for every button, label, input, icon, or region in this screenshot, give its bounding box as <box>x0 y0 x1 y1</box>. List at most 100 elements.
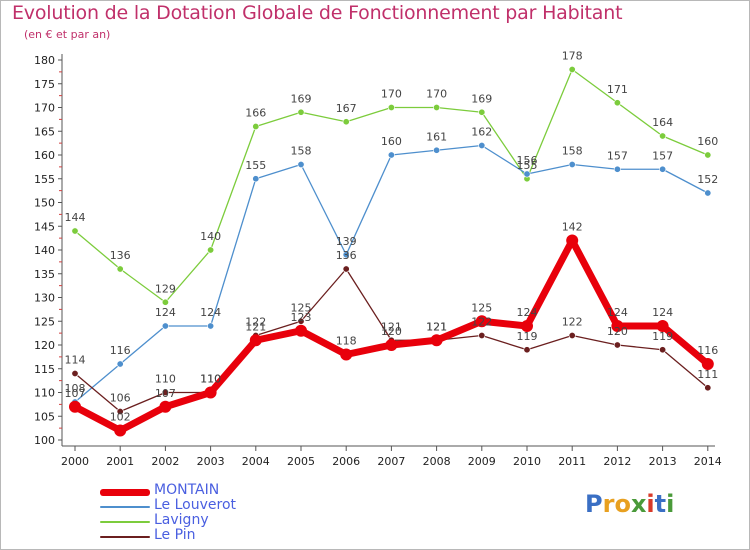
data-point-lavigny <box>252 123 260 131</box>
data-point-montain <box>521 320 533 332</box>
data-label-le-louverot: 124 <box>200 306 221 319</box>
y-tick-label: 160 <box>34 149 55 162</box>
data-point-le-louverot <box>433 146 441 154</box>
data-point-lavigny <box>71 227 79 235</box>
data-label-lavigny: 155 <box>517 159 538 172</box>
data-point-lavigny <box>387 104 395 112</box>
data-point-lavigny <box>116 265 124 273</box>
data-point-le-louverot <box>161 322 169 330</box>
y-tick-label: 135 <box>34 268 55 281</box>
data-label-le-louverot: 157 <box>607 149 628 162</box>
data-label-le-pin: 111 <box>697 368 718 381</box>
data-point-montain <box>656 320 669 332</box>
data-point-montain <box>430 334 443 347</box>
data-point-le-pin <box>613 341 621 349</box>
data-point-le-louverot <box>613 165 621 173</box>
data-point-le-pin <box>71 369 79 377</box>
data-point-lavigny <box>568 66 576 74</box>
data-label-le-louverot: 158 <box>291 145 312 158</box>
data-point-le-louverot <box>387 151 395 159</box>
logo-letter: t <box>654 490 667 518</box>
data-label-le-pin: 106 <box>110 392 131 405</box>
data-label-le-pin: 121 <box>381 320 402 333</box>
data-point-le-louverot <box>342 251 350 259</box>
data-point-montain <box>114 424 127 437</box>
x-tick-label: 2007 <box>377 455 405 468</box>
data-label-le-louverot: 157 <box>652 149 673 162</box>
chart-subtitle: (en € et par an) <box>24 28 111 41</box>
data-label-le-pin: 120 <box>607 325 628 338</box>
y-tick-label: 110 <box>34 387 55 400</box>
proxiti-logo: Proxiti <box>585 490 674 518</box>
data-label-montain: 118 <box>336 335 357 348</box>
data-point-lavigny <box>704 151 712 159</box>
data-label-lavigny: 170 <box>426 88 447 101</box>
legend-label: MONTAIN <box>154 482 220 498</box>
x-tick-label: 2008 <box>423 455 451 468</box>
y-tick-label: 145 <box>34 220 55 233</box>
data-label-montain: 107 <box>65 387 86 400</box>
data-label-lavigny: 178 <box>562 50 583 63</box>
data-point-montain <box>69 400 81 413</box>
y-tick-label: 150 <box>34 197 55 210</box>
logo-letter: i <box>666 490 675 518</box>
chart-title: Evolution de la Dotation Globale de Fonc… <box>12 2 623 24</box>
data-point-le-louverot <box>523 170 531 178</box>
data-label-montain: 121 <box>426 320 447 333</box>
legend-swatch <box>100 521 150 523</box>
data-label-le-louverot: 156 <box>517 154 538 167</box>
data-point-montain <box>701 358 714 370</box>
data-label-le-pin: 136 <box>336 249 357 262</box>
data-point-le-louverot <box>478 142 486 150</box>
data-label-le-pin: 119 <box>517 330 538 343</box>
data-point-le-louverot <box>252 175 260 183</box>
y-tick-label: 130 <box>34 292 55 305</box>
data-point-lavigny <box>297 108 305 116</box>
logo-letter: o <box>614 490 631 518</box>
data-label-lavigny: 144 <box>65 211 86 224</box>
data-point-lavigny <box>207 246 215 254</box>
x-tick-label: 2003 <box>197 455 225 468</box>
data-label-le-louverot: 155 <box>245 159 266 172</box>
data-point-le-louverot <box>704 189 712 197</box>
data-point-montain <box>611 320 624 332</box>
data-point-le-pin <box>659 346 667 354</box>
y-tick-label: 140 <box>34 244 55 257</box>
data-point-montain <box>566 234 579 247</box>
data-label-le-louverot: 162 <box>471 126 492 139</box>
data-label-montain: 123 <box>291 311 312 324</box>
y-tick-label: 115 <box>34 363 55 376</box>
x-tick-label: 2006 <box>332 455 360 468</box>
data-label-montain: 110 <box>200 373 221 386</box>
data-label-le-pin: 122 <box>562 316 583 329</box>
data-label-le-louverot: 161 <box>426 130 447 143</box>
data-point-lavigny <box>433 104 441 112</box>
x-tick-label: 2000 <box>61 455 89 468</box>
data-label-le-pin: 125 <box>291 301 312 314</box>
chart-data-labels: 144 136 129 140 166 169 167 170 170 169 155 178 171 1… <box>65 50 719 424</box>
legend-swatch <box>100 506 150 508</box>
data-point-montain <box>385 339 398 351</box>
data-label-le-pin: 119 <box>652 330 673 343</box>
data-point-montain <box>475 315 488 328</box>
data-label-lavigny: 169 <box>471 92 492 105</box>
x-tick-label: 2010 <box>513 455 541 468</box>
data-point-le-louverot <box>207 322 215 330</box>
data-label-le-louverot: 160 <box>381 135 402 148</box>
data-label-le-pin: 122 <box>245 316 266 329</box>
data-point-le-pin <box>568 331 576 339</box>
y-tick-label: 155 <box>34 173 55 186</box>
legend-label: Le Pin <box>154 527 196 543</box>
data-label-le-pin: 121 <box>426 320 447 333</box>
data-point-le-pin <box>704 384 712 392</box>
data-label-montain: 124 <box>607 306 628 319</box>
data-label-lavigny: 167 <box>336 102 357 115</box>
x-tick-label: 2001 <box>106 455 134 468</box>
x-tick-label: 2012 <box>603 455 631 468</box>
data-point-lavigny <box>659 132 667 140</box>
data-label-le-louverot: 158 <box>562 145 583 158</box>
data-point-le-louverot <box>659 165 667 173</box>
legend-swatch <box>100 488 150 496</box>
